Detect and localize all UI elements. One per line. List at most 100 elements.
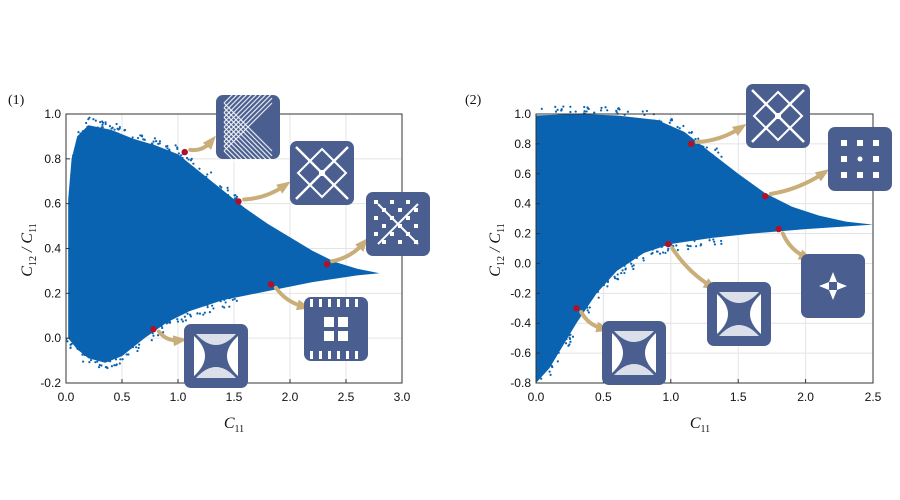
scatter-point bbox=[184, 311, 187, 314]
highlighted-point bbox=[761, 192, 769, 200]
scatter-point bbox=[540, 119, 543, 123]
scatter-point bbox=[683, 233, 687, 236]
scatter-point bbox=[583, 110, 586, 113]
structure-hole bbox=[873, 140, 879, 146]
scatter-point bbox=[545, 121, 548, 124]
scatter-point bbox=[106, 366, 109, 370]
scatter-point bbox=[658, 238, 661, 241]
scatter-point bbox=[720, 155, 723, 158]
scatter-point bbox=[540, 116, 543, 120]
scatter-point bbox=[83, 350, 86, 353]
scatter-point bbox=[76, 142, 79, 145]
scatter-point bbox=[699, 236, 702, 239]
scatter-point bbox=[648, 123, 652, 126]
scatter-point bbox=[74, 341, 77, 345]
scatter-point bbox=[586, 106, 589, 109]
scatter-point bbox=[224, 301, 227, 304]
scatter-point bbox=[701, 153, 704, 156]
scatter-point bbox=[168, 320, 171, 323]
callout-arrow-head bbox=[276, 181, 291, 194]
scatter-point bbox=[708, 239, 711, 242]
y-tick-label: 0.0 bbox=[514, 256, 531, 270]
scatter-point bbox=[569, 110, 572, 114]
scatter-point bbox=[85, 121, 88, 125]
scatter-point bbox=[666, 249, 670, 252]
structure-hole bbox=[612, 333, 623, 373]
scatter-point bbox=[190, 305, 194, 308]
scatter-point bbox=[184, 164, 187, 167]
scatter-point bbox=[658, 119, 661, 122]
scatter-point bbox=[101, 126, 104, 129]
y-tick-label: 1.0 bbox=[44, 107, 61, 121]
structure-hole bbox=[614, 331, 654, 342]
x-tick-label: 2.5 bbox=[338, 390, 355, 404]
scatter-point bbox=[167, 317, 170, 320]
scatter-point bbox=[564, 342, 568, 345]
scatter-point bbox=[631, 121, 634, 124]
scatter-point bbox=[716, 161, 719, 164]
scatter-point bbox=[600, 106, 603, 109]
scatter-point bbox=[720, 239, 723, 243]
callout-arrow bbox=[694, 126, 742, 145]
scatter-point bbox=[232, 292, 235, 295]
scatter-point bbox=[604, 121, 608, 124]
scatter-point bbox=[614, 277, 617, 280]
scatter-point bbox=[87, 349, 90, 352]
y-tick-label: -0.6 bbox=[510, 346, 531, 360]
scatter-point bbox=[147, 149, 150, 152]
scatter-point bbox=[553, 350, 556, 353]
scatter-point bbox=[649, 243, 652, 246]
structure-hole bbox=[857, 156, 863, 162]
scatter-point bbox=[72, 154, 75, 157]
structure-hole bbox=[390, 232, 394, 236]
scatter-point bbox=[121, 137, 124, 140]
scatter-point bbox=[96, 126, 99, 129]
scatter-point bbox=[652, 245, 655, 249]
scatter-point bbox=[220, 291, 223, 295]
scatter-point bbox=[623, 260, 626, 263]
scatter-point bbox=[96, 360, 99, 363]
scatter-point bbox=[86, 125, 89, 128]
scatter-point bbox=[151, 332, 154, 335]
scatter-point bbox=[81, 135, 84, 138]
scatter-point bbox=[645, 109, 649, 113]
scatter-point bbox=[567, 344, 570, 347]
scatter-point bbox=[152, 334, 155, 337]
scatter-point bbox=[226, 186, 229, 189]
structure-hatch bbox=[223, 102, 273, 152]
structure-tooth bbox=[310, 351, 313, 359]
structure-hole bbox=[841, 156, 847, 162]
scatter-point bbox=[136, 349, 139, 353]
scatter-point bbox=[661, 251, 665, 254]
scatter-point bbox=[549, 373, 552, 377]
y-tick-label: 0.2 bbox=[44, 286, 61, 300]
scatter-point bbox=[635, 123, 639, 126]
structure-hole bbox=[750, 294, 761, 334]
structure-hatch bbox=[223, 92, 273, 142]
scatter-point bbox=[612, 262, 616, 266]
scatter-point bbox=[94, 361, 97, 364]
scatter-point bbox=[690, 130, 694, 134]
structure-inset-5 bbox=[184, 324, 248, 388]
scatter-point bbox=[172, 159, 175, 162]
x-tick-label: 1.0 bbox=[662, 390, 679, 404]
scatter-point bbox=[549, 118, 552, 121]
scatter-point bbox=[626, 119, 629, 122]
scatter-point bbox=[618, 108, 621, 111]
structure-hole bbox=[382, 240, 386, 244]
scatter-point bbox=[166, 144, 169, 148]
scatter-point bbox=[166, 147, 169, 150]
scatter-point bbox=[581, 307, 584, 311]
scatter-point bbox=[108, 125, 112, 128]
structure-inset-1 bbox=[216, 54, 280, 200]
scatter-point bbox=[560, 108, 563, 111]
scatter-point bbox=[651, 122, 654, 125]
scatter-point bbox=[108, 356, 111, 359]
scatter-point bbox=[198, 312, 202, 315]
scatter-point bbox=[115, 122, 118, 126]
x-tick-label: 3.0 bbox=[394, 390, 411, 404]
scatter-point bbox=[158, 140, 162, 143]
structure-hole bbox=[406, 200, 410, 204]
structure-hole bbox=[719, 292, 759, 303]
scatter-point bbox=[202, 178, 205, 182]
